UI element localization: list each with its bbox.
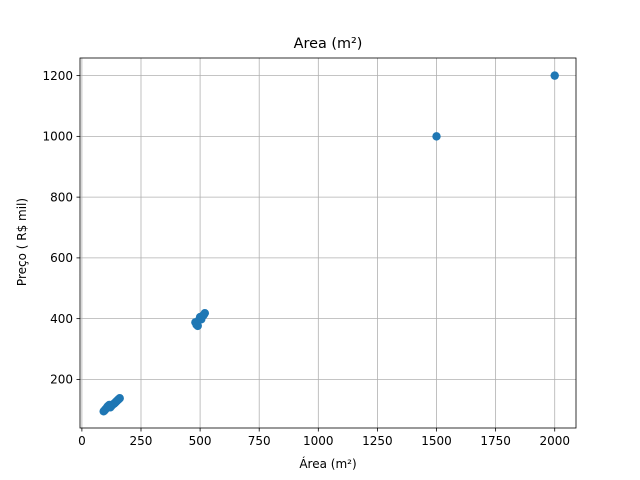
x-tick-label: 250 xyxy=(130,434,153,448)
x-tick-label: 0 xyxy=(78,434,86,448)
y-tick-label: 1000 xyxy=(42,130,73,144)
x-axis-ticks: 0 250 500 750 1000 1250 1500 1750 2000 xyxy=(78,428,570,448)
y-axis-ticks: 200 400 600 800 1000 1200 xyxy=(42,69,80,387)
data-point xyxy=(432,132,441,141)
grid-lines xyxy=(80,58,576,428)
x-tick-label: 2000 xyxy=(539,434,570,448)
data-point xyxy=(115,394,124,403)
data-point xyxy=(550,71,559,80)
y-tick-label: 1200 xyxy=(42,69,73,83)
y-tick-label: 800 xyxy=(50,190,73,204)
y-tick-label: 200 xyxy=(50,373,73,387)
chart-title: Area (m²) xyxy=(294,36,363,52)
plot-area-frame xyxy=(79,57,577,429)
x-tick-label: 750 xyxy=(248,434,271,448)
x-tick-label: 1000 xyxy=(303,434,334,448)
data-point xyxy=(200,308,210,318)
x-tick-label: 500 xyxy=(189,434,212,448)
x-axis-label: Área (m²) xyxy=(299,456,356,471)
x-tick-label: 1750 xyxy=(480,434,511,448)
y-tick-label: 400 xyxy=(50,312,73,326)
data-points xyxy=(99,71,559,416)
y-tick-label: 600 xyxy=(50,251,73,265)
x-tick-label: 1250 xyxy=(362,434,393,448)
y-axis-label: Preço ( R$ mil) xyxy=(15,198,29,286)
x-tick-label: 1500 xyxy=(421,434,452,448)
